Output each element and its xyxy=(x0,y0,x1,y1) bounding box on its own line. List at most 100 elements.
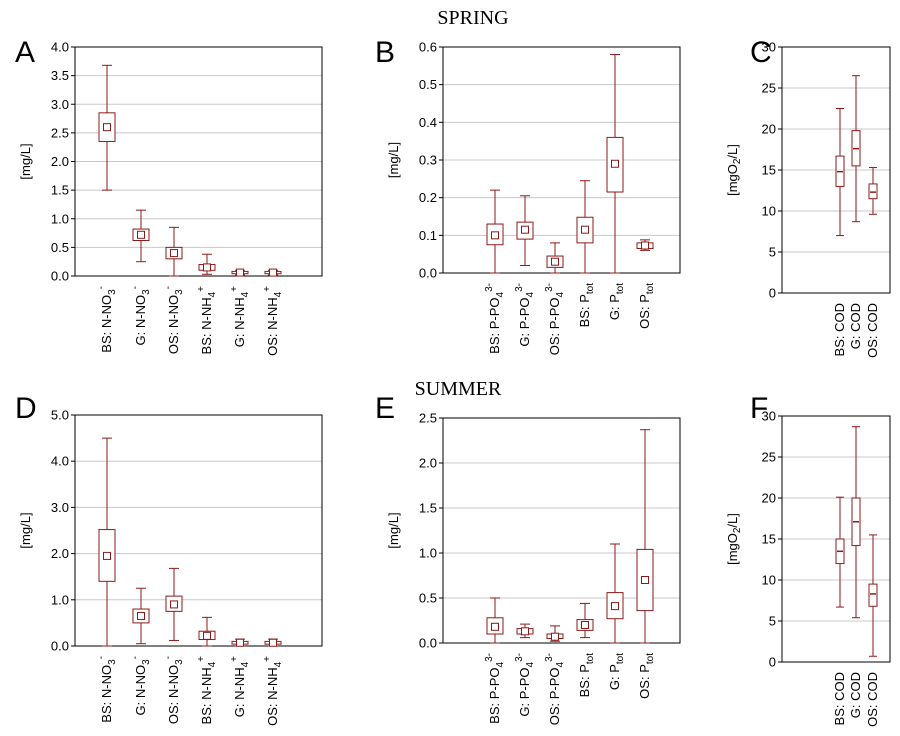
category-label: BS: COD xyxy=(832,672,847,725)
y-tick-label: 1.5 xyxy=(51,183,69,198)
y-axis-label: [mg/L] xyxy=(18,143,33,179)
category-label: G: N-NO3- xyxy=(130,656,152,715)
box-a-1 xyxy=(98,64,116,191)
median-marker xyxy=(103,123,111,132)
y-axis-label: [mg/L] xyxy=(386,142,401,178)
median-marker xyxy=(236,638,244,647)
y-axis-label: [mg/L] xyxy=(386,512,401,548)
plot-frame xyxy=(781,415,891,663)
y-tick-label: 0.0 xyxy=(419,636,437,651)
plot-frame xyxy=(781,46,891,294)
box-a-3 xyxy=(165,226,183,277)
y-tick-label: 1.5 xyxy=(419,501,437,516)
panel-e-letter: E xyxy=(375,392,395,425)
panel-b: B 0.0 0.1 0.2 0.3 0.4 0.5 0.6 [mg/L] BS: P-PO43- G… xyxy=(375,36,681,355)
y-tick-label: 30 xyxy=(762,409,776,424)
median-marker xyxy=(641,241,649,250)
y-tick-label: 0.4 xyxy=(419,115,437,130)
category-label: OS: N-NH4+ xyxy=(262,656,284,726)
y-tick-label: 5.0 xyxy=(51,408,69,423)
y-tick-label: 20 xyxy=(762,491,776,506)
plot-frame xyxy=(74,46,323,277)
panel-f-letter: F xyxy=(750,392,768,425)
y-tick-label: 25 xyxy=(762,450,776,465)
y-tick-label: 0.0 xyxy=(51,269,69,284)
category-label: BS: N-NH4+ xyxy=(196,286,218,355)
median-marker xyxy=(611,602,619,611)
category-label: OS: P-PO43- xyxy=(544,283,566,355)
y-tick-label: 0.0 xyxy=(51,639,69,654)
median-marker xyxy=(581,621,589,629)
median-marker xyxy=(170,600,178,609)
box-d-3 xyxy=(165,567,183,641)
box-a-4 xyxy=(198,253,216,275)
median-marker xyxy=(491,231,499,240)
median-marker xyxy=(203,631,211,640)
iqr-box xyxy=(868,183,878,200)
y-tick-label: 2.0 xyxy=(51,546,69,561)
y-tick-label: 5 xyxy=(769,245,776,260)
category-label: BS: P-PO43- xyxy=(484,653,506,724)
median-marker xyxy=(581,225,589,234)
box-e-6 xyxy=(636,429,654,644)
median-marker xyxy=(269,268,277,277)
box-a-6 xyxy=(264,268,282,277)
box-b-5 xyxy=(606,54,624,274)
y-tick-label: 0.5 xyxy=(419,591,437,606)
category-label: OS: N-NO3- xyxy=(163,286,185,354)
y-tick-label: 10 xyxy=(762,204,776,219)
y-tick-label: 1.0 xyxy=(419,546,437,561)
y-tick-label: 25 xyxy=(762,81,776,96)
category-label: G: N-NO3- xyxy=(130,286,152,345)
category-label: G: COD xyxy=(848,672,863,718)
category-label: BS: COD xyxy=(832,303,847,356)
y-tick-label: 3.5 xyxy=(51,68,69,83)
median-marker xyxy=(611,159,619,168)
box-e-1 xyxy=(486,597,504,644)
median-marker xyxy=(137,611,145,620)
y-tick-label: 15 xyxy=(762,532,776,547)
box-b-2 xyxy=(516,195,534,266)
panel-d: D 0.0 1.0 2.0 3.0 4.0 5.0 [mg/L] BS: N-NO3- G: N-… xyxy=(15,392,323,726)
box-b-4 xyxy=(576,180,594,274)
y-tick-label: 0 xyxy=(769,655,776,670)
box-d-4 xyxy=(198,616,216,647)
category-label: OS: N-NH4+ xyxy=(262,286,284,356)
box-d-1 xyxy=(98,437,116,647)
box-c-1 xyxy=(835,108,845,237)
box-b-3 xyxy=(546,242,564,274)
y-tick-label: 0.1 xyxy=(419,228,437,243)
panel-d-letter: D xyxy=(15,392,37,425)
category-label: BS: P-PO43- xyxy=(484,283,506,354)
y-tick-label: 0 xyxy=(769,286,776,301)
category-label: G: Ptot xyxy=(607,283,626,320)
median-marker xyxy=(269,638,277,647)
plot-frame xyxy=(74,414,323,647)
category-label: OS: Ptot xyxy=(637,283,656,329)
box-d-6 xyxy=(264,638,282,647)
y-tick-label: 3.0 xyxy=(51,97,69,112)
median-marker xyxy=(521,627,529,636)
y-tick-label: 0.5 xyxy=(419,77,437,92)
y-tick-label: 3.0 xyxy=(51,500,69,515)
category-label: G: COD xyxy=(848,303,863,349)
y-tick-label: 0.5 xyxy=(51,240,69,255)
box-c-2 xyxy=(851,75,861,223)
y-tick-label: 20 xyxy=(762,122,776,137)
y-tick-label: 5 xyxy=(769,614,776,629)
category-label: BS: N-NO3- xyxy=(96,656,118,723)
category-label: G: N-NH4+ xyxy=(229,286,251,347)
median-marker xyxy=(236,268,244,277)
y-tick-label: 0.3 xyxy=(419,153,437,168)
box-a-2 xyxy=(132,209,150,263)
category-label: G: Ptot xyxy=(607,653,626,690)
category-label: BS: Ptot xyxy=(577,653,596,698)
box-b-1 xyxy=(486,189,504,274)
median-marker xyxy=(491,622,499,631)
y-tick-label: 2.0 xyxy=(419,456,437,471)
category-label: BS: N-NH4+ xyxy=(196,656,218,725)
y-tick-label: 2.5 xyxy=(419,411,437,426)
spring-title: SPRING xyxy=(437,7,508,29)
category-label: OS: COD xyxy=(865,303,880,358)
